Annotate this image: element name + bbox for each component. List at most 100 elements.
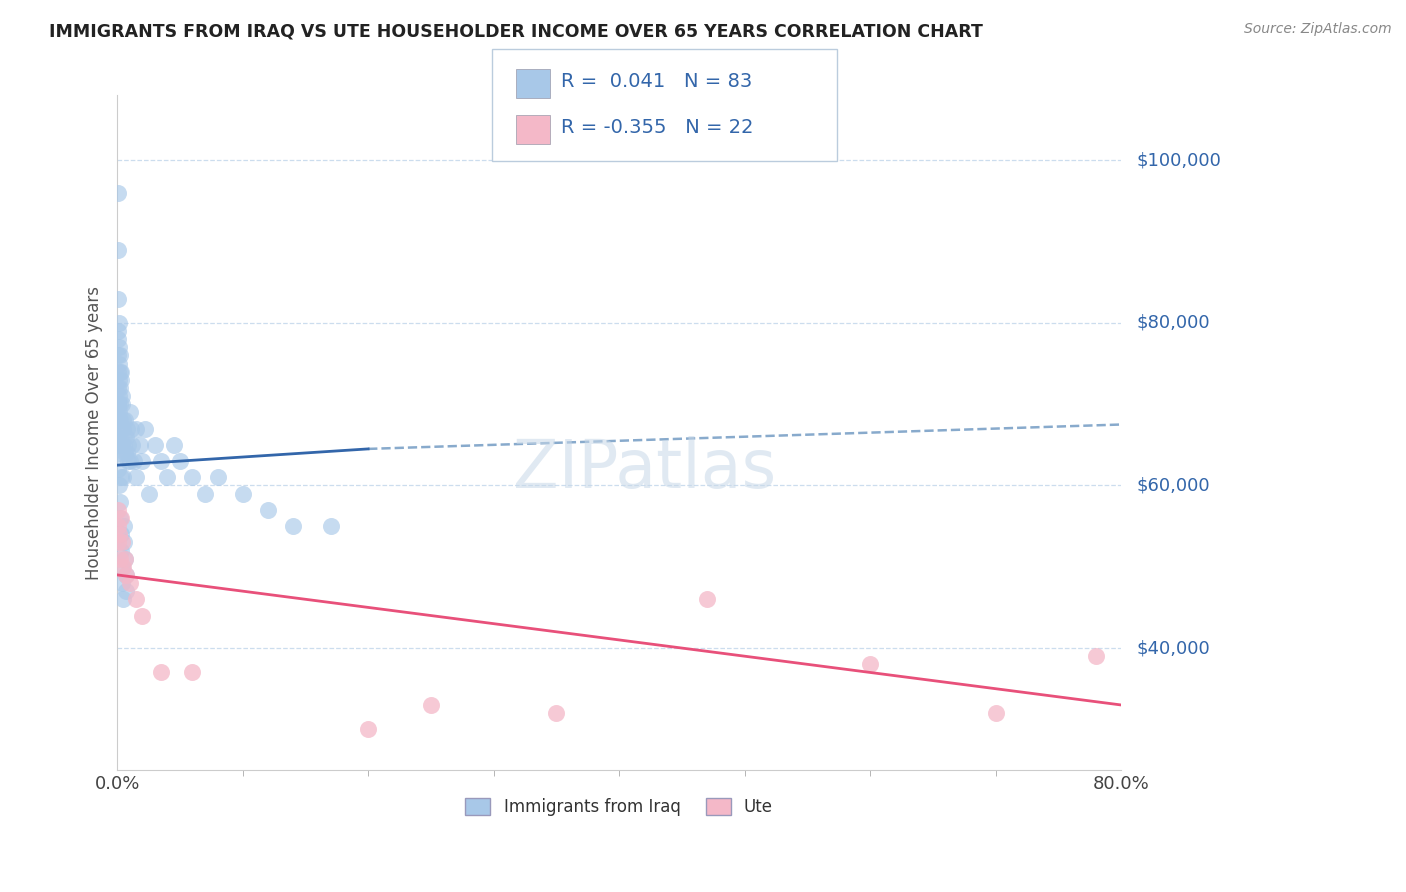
Point: [107, 365, 129, 379]
Point: [108, 381, 131, 395]
Text: R = -0.355   N = 22: R = -0.355 N = 22: [561, 118, 754, 136]
Point: [111, 446, 134, 460]
Point: [125, 592, 148, 607]
Point: [111, 397, 134, 411]
Point: [118, 405, 141, 419]
Point: [131, 608, 153, 623]
Point: [107, 430, 129, 444]
Point: [114, 446, 136, 460]
Point: [108, 478, 131, 492]
Point: [108, 527, 131, 541]
Point: [108, 357, 131, 371]
Point: [112, 470, 135, 484]
Point: [110, 543, 132, 558]
Point: [107, 292, 129, 306]
Point: [117, 454, 139, 468]
Point: [115, 430, 138, 444]
Point: [859, 657, 882, 672]
Point: [194, 486, 217, 500]
Y-axis label: Householder Income Over 65 years: Householder Income Over 65 years: [86, 285, 103, 580]
Point: [232, 486, 254, 500]
Point: [107, 413, 129, 427]
Point: [112, 592, 135, 607]
Point: [112, 438, 135, 452]
Point: [110, 511, 132, 525]
Point: [107, 430, 129, 444]
Point: [1084, 649, 1107, 664]
Point: [108, 511, 131, 525]
Point: [107, 373, 129, 387]
Point: [114, 568, 136, 582]
Point: [108, 438, 131, 452]
Point: [319, 519, 342, 533]
Text: Source: ZipAtlas.com: Source: ZipAtlas.com: [1244, 22, 1392, 37]
Point: [114, 535, 136, 549]
Point: [984, 706, 1007, 720]
Point: [107, 397, 129, 411]
Point: [357, 723, 380, 737]
Point: [150, 454, 173, 468]
Point: [112, 519, 135, 533]
Point: [107, 348, 129, 362]
Text: $100,000: $100,000: [1136, 152, 1220, 169]
Point: [115, 421, 138, 435]
Point: [112, 559, 135, 574]
Point: [118, 576, 141, 591]
Point: [110, 397, 132, 411]
Point: [107, 186, 129, 200]
Text: IMMIGRANTS FROM IRAQ VS UTE HOUSEHOLDER INCOME OVER 65 YEARS CORRELATION CHART: IMMIGRANTS FROM IRAQ VS UTE HOUSEHOLDER …: [49, 22, 983, 40]
Point: [134, 421, 156, 435]
Point: [107, 316, 129, 330]
Point: [131, 454, 153, 468]
Text: R =  0.041   N = 83: R = 0.041 N = 83: [561, 71, 752, 91]
Point: [281, 519, 304, 533]
Point: [115, 568, 138, 582]
Point: [111, 576, 134, 591]
Point: [107, 243, 129, 257]
Point: [111, 535, 134, 549]
Point: [115, 584, 138, 599]
Point: [114, 551, 136, 566]
Point: [110, 438, 132, 452]
Point: [110, 365, 132, 379]
Point: [125, 421, 148, 435]
Point: [107, 397, 129, 411]
Point: [108, 413, 131, 427]
Point: [107, 535, 129, 549]
Point: [125, 470, 148, 484]
Point: [108, 405, 131, 419]
Point: [110, 373, 132, 387]
Point: [163, 438, 186, 452]
Point: [108, 494, 131, 508]
Point: [115, 446, 138, 460]
Point: [110, 389, 132, 403]
Point: [121, 438, 143, 452]
Point: [108, 365, 131, 379]
Point: [110, 527, 132, 541]
Legend: Immigrants from Iraq, Ute: Immigrants from Iraq, Ute: [458, 791, 779, 822]
Point: [110, 470, 132, 484]
Point: [419, 698, 441, 712]
Point: [107, 462, 129, 476]
Point: [181, 665, 204, 680]
Text: $60,000: $60,000: [1136, 476, 1209, 494]
Point: [138, 486, 160, 500]
Point: [118, 454, 141, 468]
Point: [117, 438, 139, 452]
Point: [143, 438, 166, 452]
Point: [112, 421, 135, 435]
Point: [111, 559, 134, 574]
Point: [546, 706, 568, 720]
Point: [122, 454, 145, 468]
Point: [120, 421, 142, 435]
Point: [114, 413, 136, 427]
Point: [111, 413, 134, 427]
Point: [108, 551, 131, 566]
Point: [169, 454, 191, 468]
Point: [107, 519, 129, 533]
Point: [110, 421, 132, 435]
Point: [114, 551, 136, 566]
Point: [696, 592, 718, 607]
Point: [107, 332, 129, 346]
Text: ZIPatlas: ZIPatlas: [513, 436, 776, 502]
